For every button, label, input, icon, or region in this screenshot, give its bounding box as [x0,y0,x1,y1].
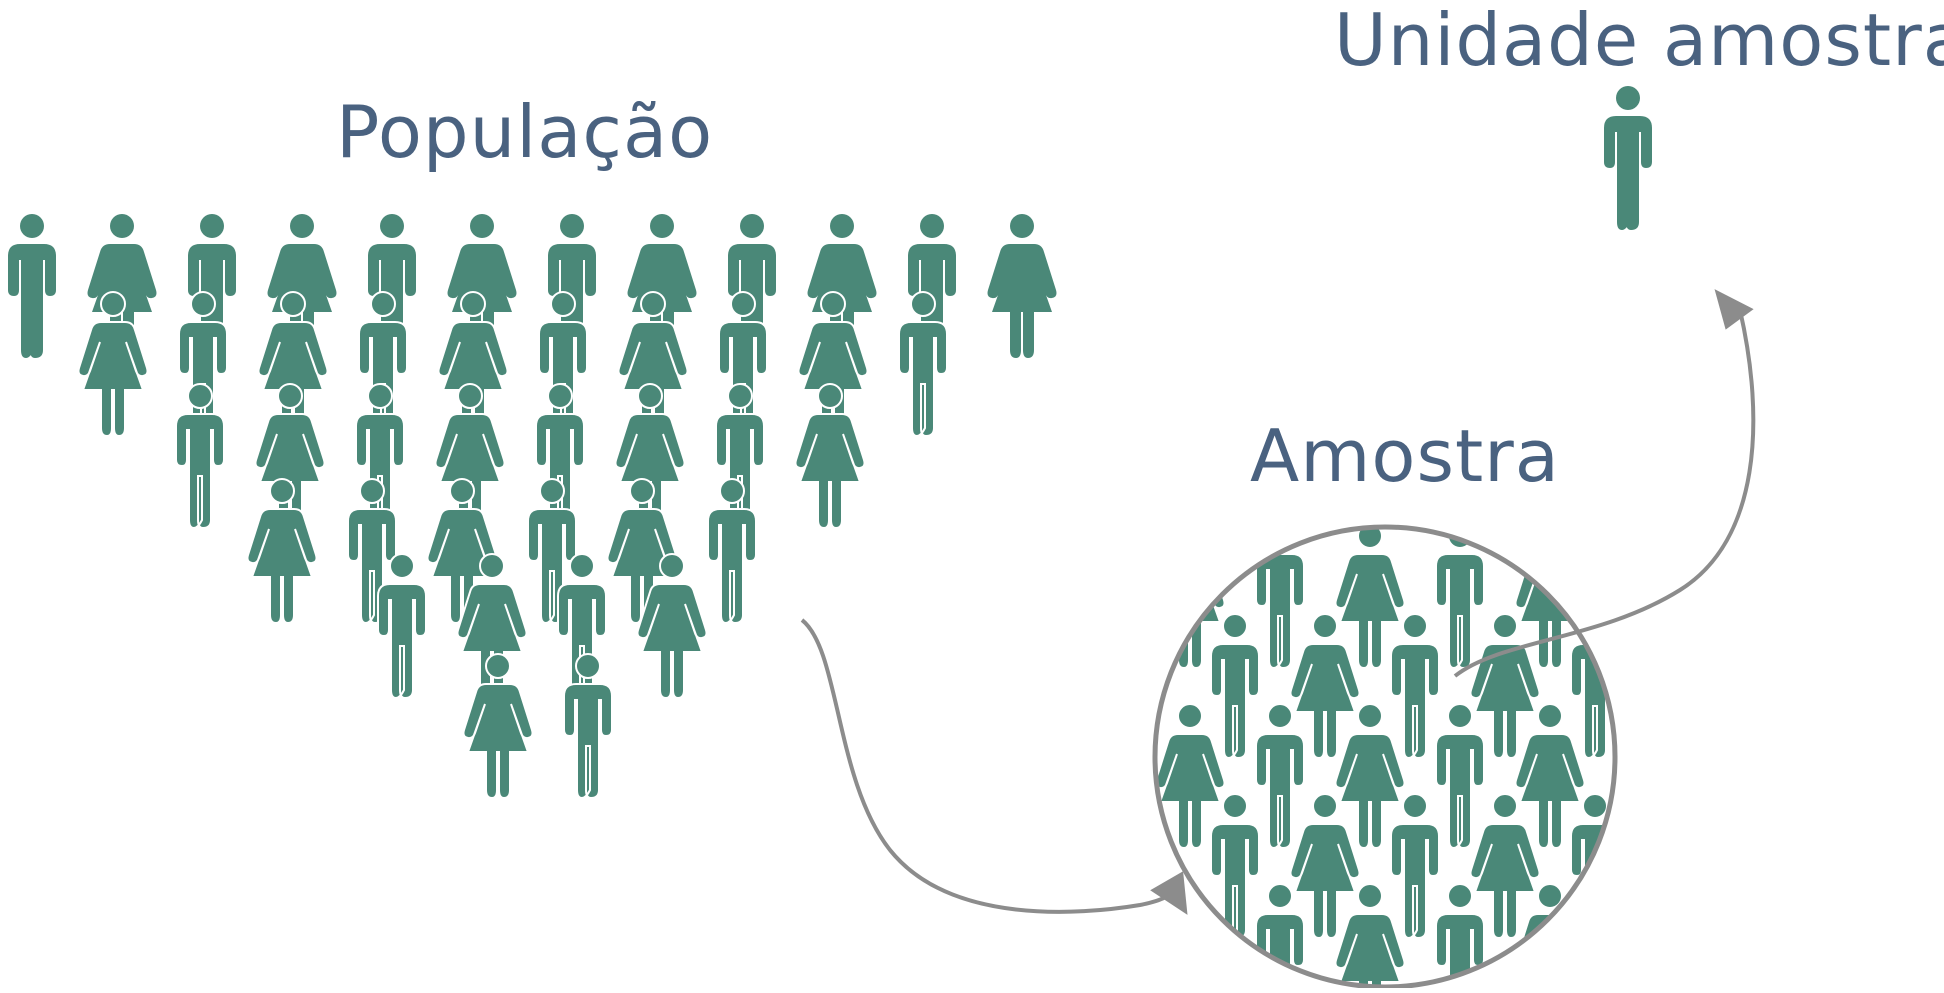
sample-title: Amostra [1250,414,1560,498]
male-person-icon [1616,704,1664,848]
male-person-icon [1390,793,1440,939]
population-to-sample-arrow [800,618,1174,914]
male-person-icon [1210,613,1260,759]
population-title: População [336,90,714,174]
male-person-icon [1255,883,1305,987]
sample-to-unit-arrow [1453,309,1756,678]
sampling-unit-figure [1604,86,1652,230]
male-person-icon [535,383,585,529]
population-group [8,214,1057,799]
female-person-icon [254,383,326,529]
female-person-icon [1651,614,1720,758]
sample-figures [1155,524,1720,988]
female-person-icon [246,478,318,624]
female-person-icon [794,383,866,529]
male-person-icon [1616,524,1664,668]
sample-circle [1152,524,1720,990]
female-person-icon [77,291,149,437]
male-person-icon [715,383,765,529]
male-person-icon [355,383,405,529]
male-person-icon [1435,703,1485,849]
male-person-icon [1570,793,1615,939]
male-person-icon [1390,613,1440,759]
female-person-icon [434,383,506,529]
female-person-icon [1651,794,1720,938]
arrowhead-unit [1714,289,1754,330]
male-person-icon [1616,884,1664,988]
male-person-icon [8,214,56,358]
sampling-unit-title: Unidade amostral [1334,0,1944,82]
female-person-icon [462,653,534,799]
male-person-icon [1255,703,1305,849]
female-person-icon [987,214,1057,358]
male-person-icon [175,383,225,529]
arrowhead-sample [1150,871,1188,915]
male-person-icon [1604,86,1652,230]
sample-circle-border [1152,524,1618,990]
female-person-icon [1334,883,1406,987]
female-person-icon [614,383,686,529]
male-person-icon [377,553,427,699]
